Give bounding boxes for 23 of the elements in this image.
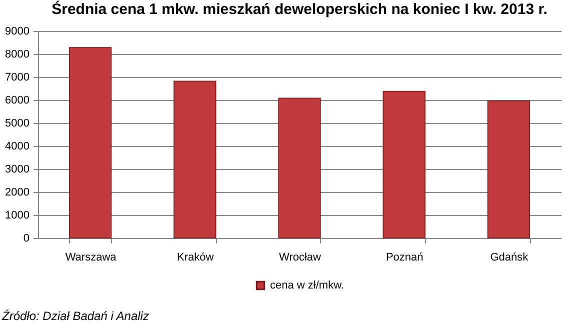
y-tick-label: 4000: [5, 140, 30, 152]
x-tick-label: Wrocław: [279, 252, 322, 264]
y-tick-label: 2000: [5, 186, 30, 198]
legend-label: cena w zł/mkw.: [270, 280, 344, 292]
bar: [174, 80, 216, 238]
y-tick-label: 3000: [5, 164, 30, 176]
x-tick-label: Poznań: [386, 252, 424, 264]
bar: [278, 98, 321, 238]
chart-title: Średnia cena 1 mkw. mieszkań deweloperskich na koniec I kw. 2013 r.: [52, 0, 548, 18]
x-tick-label: Kraków: [177, 252, 214, 264]
y-tick-label: 0: [23, 232, 30, 244]
y-tick-label: 6000: [5, 94, 30, 106]
y-tick-label: 5000: [5, 118, 30, 130]
bar: [382, 90, 426, 238]
bar: [68, 47, 112, 238]
x-tick-label: Gdańsk: [490, 252, 529, 264]
text: Źródło: Dział Badań i Analiz: [0, 309, 150, 322]
y-tick-label: 7000: [5, 72, 30, 84]
y-tick-label: 8000: [5, 48, 30, 60]
x-tick-label: Warszawa: [65, 252, 118, 264]
y-tick-label: 9000: [5, 26, 30, 38]
bar: [487, 100, 530, 238]
y-tick-label: 1000: [5, 210, 30, 222]
